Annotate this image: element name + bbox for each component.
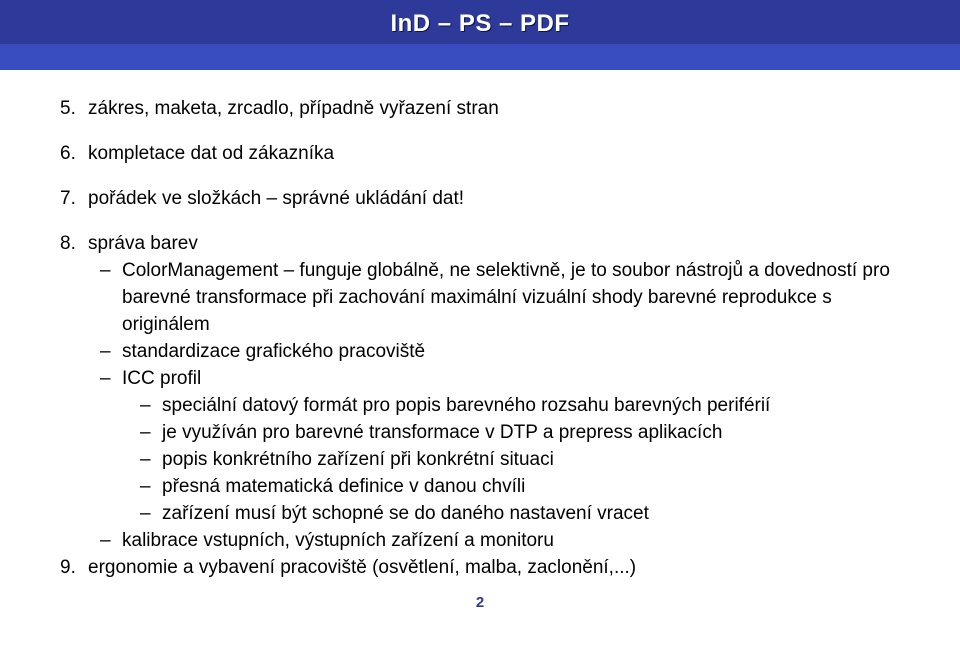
item-text: správa barev <box>88 231 198 258</box>
item-number: 7. <box>60 186 82 213</box>
sublist-item: – standardizace grafického pracoviště <box>100 339 900 366</box>
sublist: – ColorManagement – funguje globálně, ne… <box>60 258 900 555</box>
item-text: zákres, maketa, zrcadlo, případně vyřaze… <box>88 96 499 123</box>
header-subband <box>0 44 960 70</box>
sublist-text: kalibrace vstupních, výstupních zařízení… <box>122 528 554 555</box>
item-number: 5. <box>60 96 82 123</box>
list-item: 8. správa barev <box>60 231 900 258</box>
dash-bullet: – <box>140 420 154 447</box>
list-item: 5. zákres, maketa, zrcadlo, případně vyř… <box>60 96 900 123</box>
item-text: kompletace dat od zákazníka <box>88 141 334 168</box>
dash-bullet: – <box>140 501 154 528</box>
list-item: 7. pořádek ve složkách – správné ukládán… <box>60 186 900 213</box>
sub-sublist-item: – popis konkrétního zařízení při konkrét… <box>140 447 900 474</box>
item-number: 9. <box>60 555 82 582</box>
dash-bullet: – <box>100 339 114 366</box>
dash-bullet: – <box>140 474 154 501</box>
page-title: InD – PS – PDF <box>0 0 960 44</box>
sub-sublist: – speciální datový formát pro popis bare… <box>100 393 900 528</box>
list-item: 6. kompletace dat od zákazníka <box>60 141 900 168</box>
dash-bullet: – <box>140 393 154 420</box>
sub-sublist-text: přesná matematická definice v danou chví… <box>162 474 525 501</box>
item-text: pořádek ve složkách – správné ukládání d… <box>88 186 464 213</box>
sub-sublist-text: je využíván pro barevné transformace v D… <box>162 420 722 447</box>
header: InD – PS – PDF <box>0 0 960 70</box>
item-number: 6. <box>60 141 82 168</box>
sub-sublist-text: zařízení musí být schopné se do daného n… <box>162 501 649 528</box>
sublist-text: ColorManagement – funguje globálně, ne s… <box>122 258 900 339</box>
sublist-item: – kalibrace vstupních, výstupních zaříze… <box>100 528 900 555</box>
content: 5. zákres, maketa, zrcadlo, případně vyř… <box>0 70 960 613</box>
sub-sublist-text: speciální datový formát pro popis barevn… <box>162 393 770 420</box>
sub-sublist-text: popis konkrétního zařízení při konkrétní… <box>162 447 554 474</box>
item-number: 8. <box>60 231 82 258</box>
sublist-item: – ICC profil <box>100 366 900 393</box>
sublist-item: – ColorManagement – funguje globálně, ne… <box>100 258 900 339</box>
dash-bullet: – <box>100 366 114 393</box>
sublist-text: ICC profil <box>122 366 201 393</box>
item-text: ergonomie a vybavení pracoviště (osvětle… <box>88 555 636 582</box>
sub-sublist-item: – je využíván pro barevné transformace v… <box>140 420 900 447</box>
sublist-text: standardizace grafického pracoviště <box>122 339 425 366</box>
page-number: 2 <box>60 592 900 613</box>
dash-bullet: – <box>100 258 114 339</box>
sub-sublist-item: – zařízení musí být schopné se do daného… <box>140 501 900 528</box>
sub-sublist-item: – speciální datový formát pro popis bare… <box>140 393 900 420</box>
dash-bullet: – <box>140 447 154 474</box>
sub-sublist-item: – přesná matematická definice v danou ch… <box>140 474 900 501</box>
list-item: 9. ergonomie a vybavení pracoviště (osvě… <box>60 555 900 582</box>
dash-bullet: – <box>100 528 114 555</box>
